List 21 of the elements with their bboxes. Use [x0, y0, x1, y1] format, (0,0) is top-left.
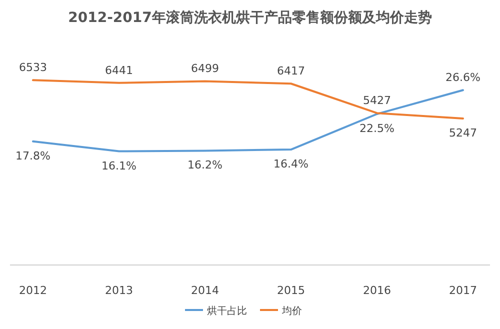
x-tick-label: 2014 [191, 284, 219, 297]
data-label: 5247 [449, 126, 477, 140]
data-label: 16.1% [102, 159, 136, 172]
legend-label: 烘干占比 [207, 305, 247, 317]
data-label: 16.2% [188, 158, 222, 172]
data-label: 5427 [363, 94, 391, 108]
data-label: 26.6% [446, 71, 480, 84]
x-tick-label: 2017 [449, 284, 477, 297]
data-label: 16.4% [274, 158, 308, 171]
data-label: 6417 [277, 64, 305, 78]
x-tick-label: 2013 [105, 284, 133, 297]
data-label: 6533 [19, 61, 47, 74]
data-label: 17.8% [16, 149, 50, 162]
x-tick-label: 2016 [363, 284, 391, 297]
legend-label: 均价 [281, 305, 302, 317]
data-label: 22.5% [360, 122, 394, 136]
data-label: 6499 [191, 62, 219, 76]
x-tick-label: 2015 [277, 284, 305, 297]
x-tick-label: 2012 [19, 284, 47, 297]
data-label: 6441 [105, 64, 133, 77]
chart-title: 2012-2017年滚筒洗衣机烘干产品零售额份额及均价走势 [68, 9, 432, 26]
